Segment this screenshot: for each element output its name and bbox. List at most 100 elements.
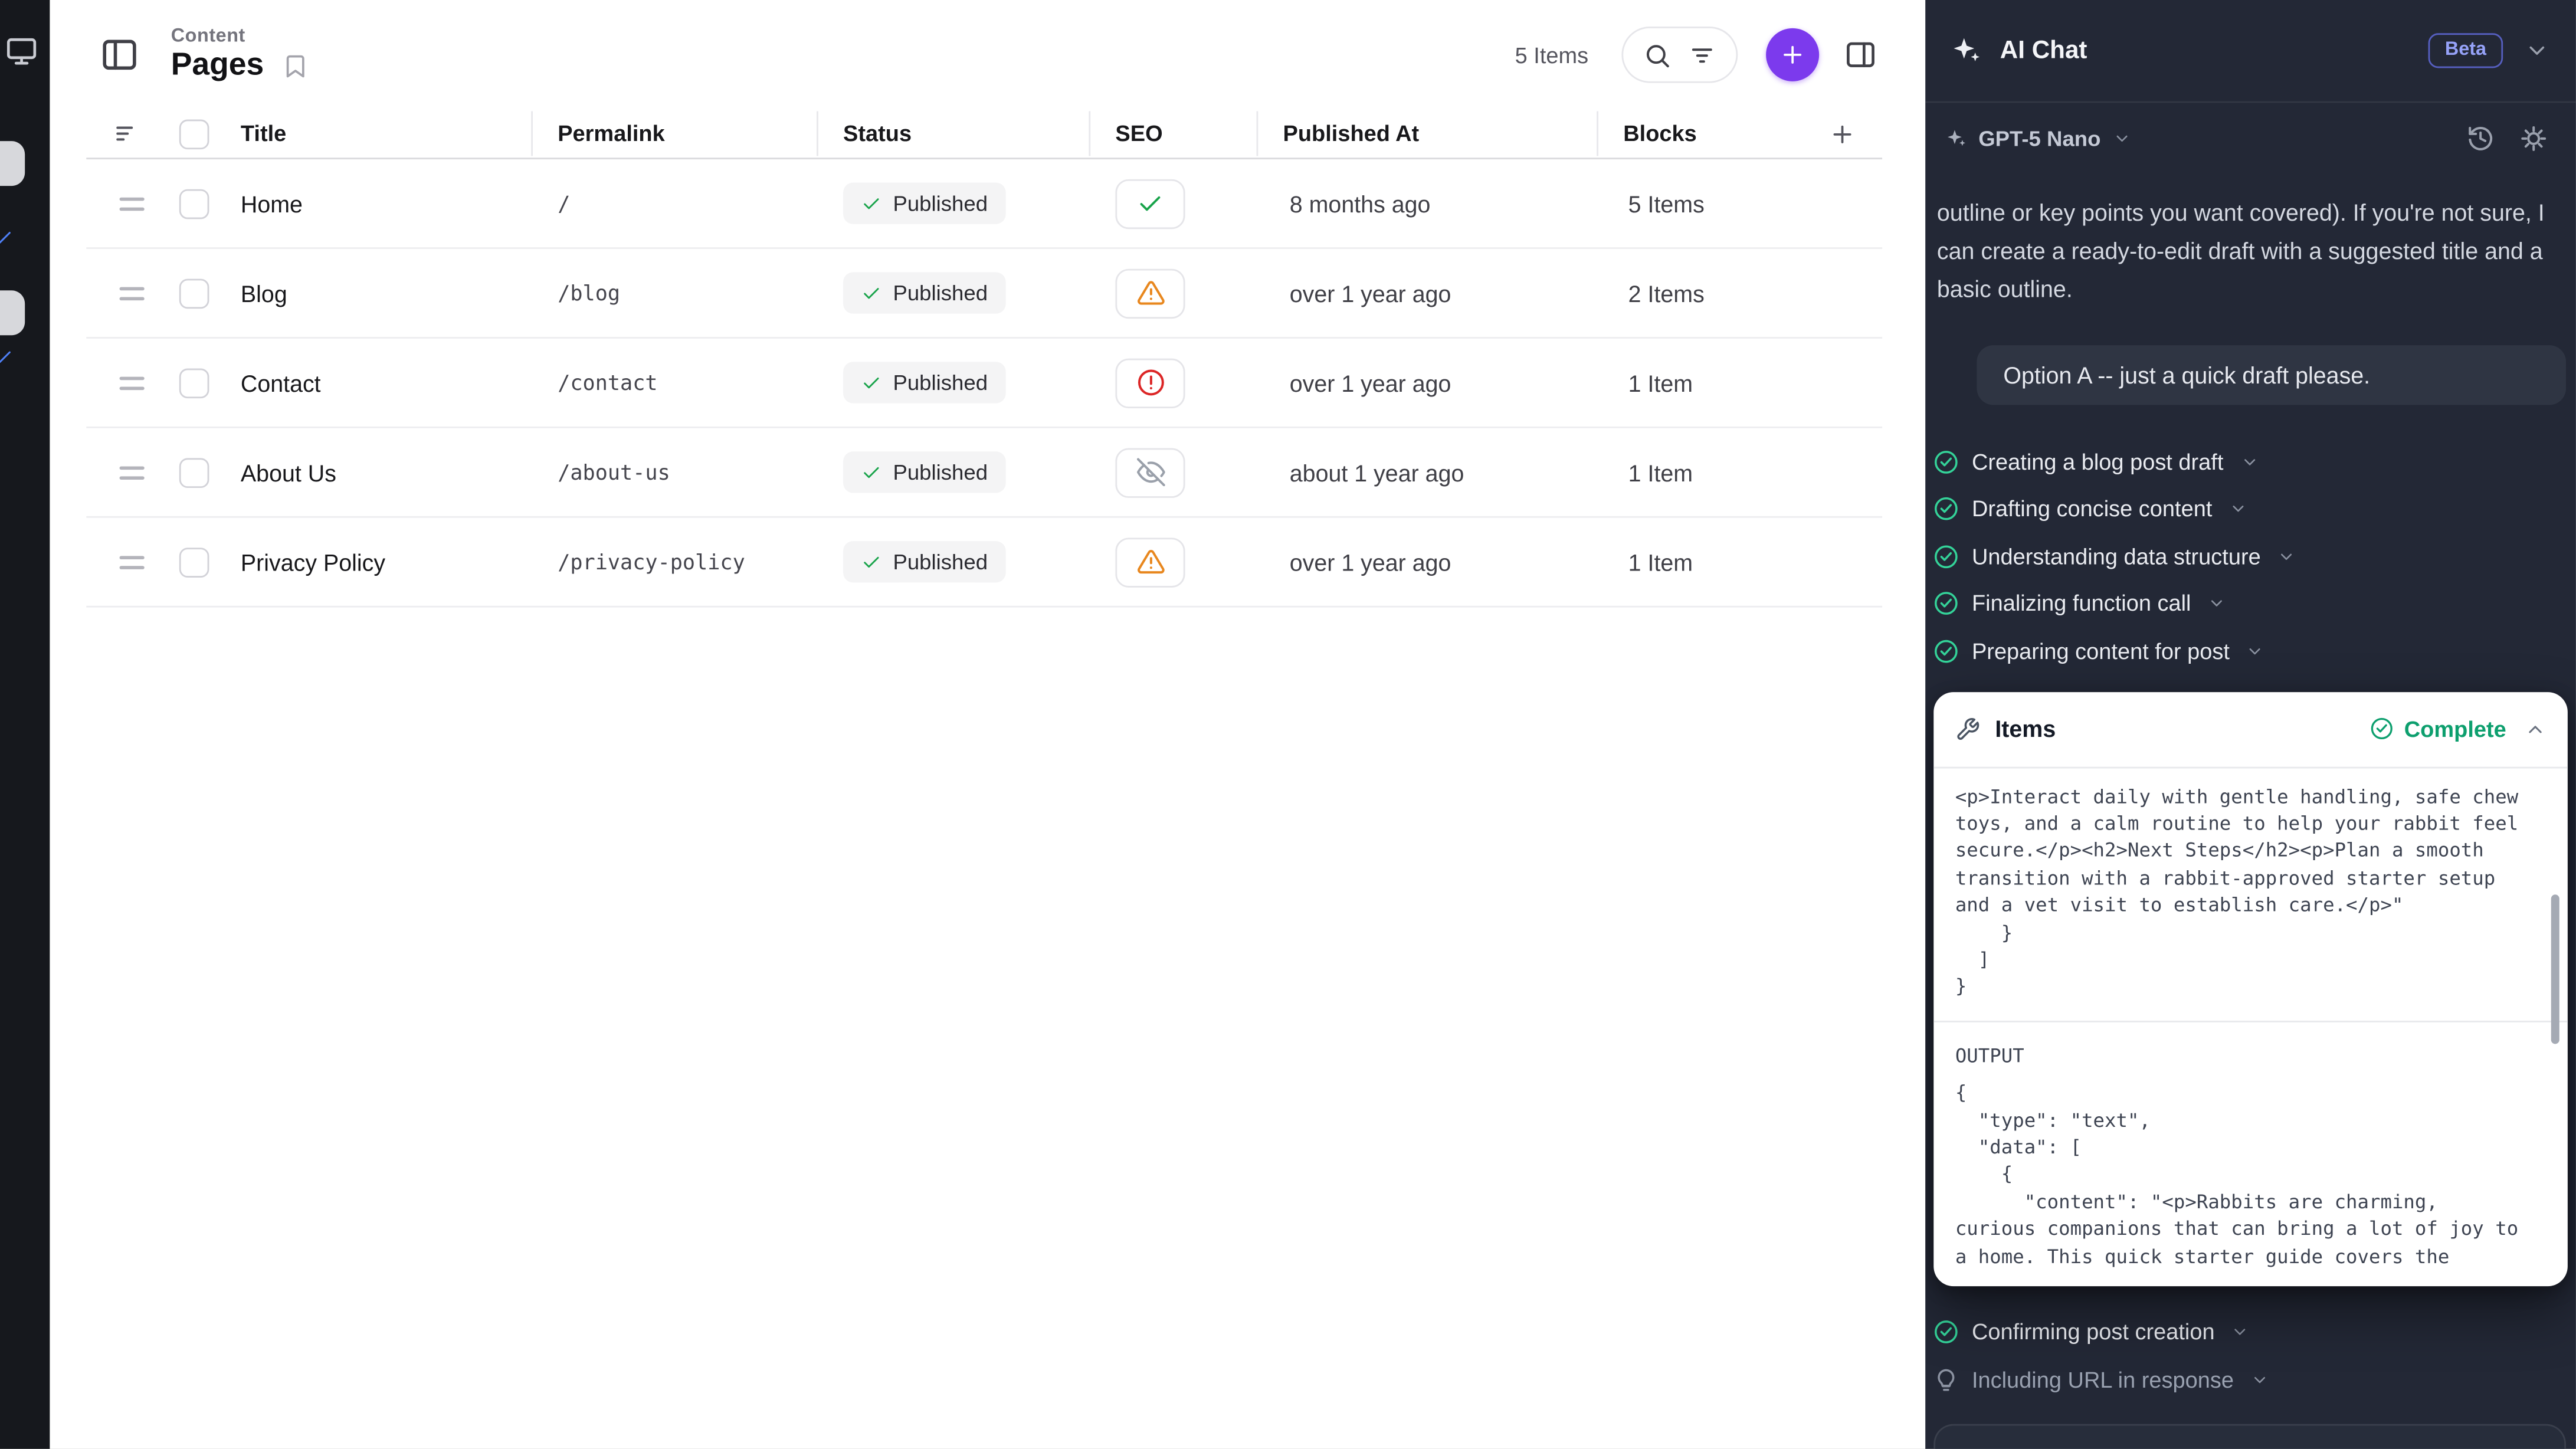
tool-output-code: { "type": "text", "data": [ { "content":… bbox=[1955, 1080, 2519, 1268]
items-count: 5 Items bbox=[1515, 42, 1589, 67]
tool-output-label: OUTPUT bbox=[1955, 1043, 2024, 1067]
sparkle-icon bbox=[1950, 35, 1981, 66]
row-checkbox[interactable] bbox=[179, 278, 209, 308]
nav-toggle-button[interactable] bbox=[96, 31, 143, 78]
row-checkbox[interactable] bbox=[179, 368, 209, 398]
rail-item[interactable] bbox=[0, 290, 25, 336]
filter-icon bbox=[1688, 41, 1716, 69]
history-icon[interactable] bbox=[2466, 124, 2495, 152]
chevron-up-icon[interactable] bbox=[2525, 718, 2546, 740]
step-label: Understanding data structure bbox=[1971, 543, 2261, 569]
blocks-cell: 2 Items bbox=[1628, 280, 1705, 307]
chevron-down-icon bbox=[2246, 642, 2264, 660]
scrollbar-thumb[interactable] bbox=[2551, 893, 2559, 1044]
model-selector[interactable]: GPT-5 Nano bbox=[1945, 125, 2131, 150]
beta-badge: Beta bbox=[2428, 33, 2503, 68]
settings-gear-icon[interactable] bbox=[2519, 124, 2548, 152]
published-at-cell: 8 months ago bbox=[1289, 190, 1431, 217]
check-circle-icon bbox=[1933, 544, 1958, 569]
chevron-down-icon bbox=[2208, 595, 2226, 613]
agent-step[interactable]: Understanding data structure bbox=[1933, 533, 2566, 580]
chevron-down-icon[interactable] bbox=[2525, 38, 2549, 63]
rail-item[interactable] bbox=[0, 141, 25, 186]
model-bar: GPT-5 Nano bbox=[1925, 103, 2576, 172]
check-circle-icon bbox=[1933, 497, 1958, 522]
sort-icon[interactable] bbox=[86, 110, 159, 158]
row-checkbox[interactable] bbox=[179, 546, 209, 577]
column-header-title[interactable]: Title bbox=[240, 121, 287, 146]
table-row[interactable]: Blog /blog Published over 1 year ago 2 I… bbox=[86, 249, 1883, 339]
check-circle-icon bbox=[1933, 638, 1958, 663]
page-title-cell[interactable]: Privacy Policy bbox=[240, 548, 386, 575]
tool-input-code: <p>Interact daily with gentle handling, … bbox=[1955, 784, 2519, 998]
page-title: Pages bbox=[171, 47, 264, 83]
step-label: Creating a blog post draft bbox=[1971, 449, 2224, 474]
select-all-checkbox[interactable] bbox=[179, 119, 209, 149]
column-header-published-at[interactable]: Published At bbox=[1256, 110, 1597, 158]
seo-error-icon bbox=[1115, 358, 1185, 408]
status-badge: Published bbox=[843, 182, 1007, 224]
agent-step[interactable]: Finalizing function call bbox=[1933, 580, 2566, 627]
agent-step[interactable]: Preparing content for post bbox=[1933, 627, 2566, 674]
agent-step[interactable]: Creating a blog post draft bbox=[1933, 438, 2566, 486]
pages-collection-view: Content Pages 5 Items Title bbox=[50, 0, 1926, 1449]
row-checkbox[interactable] bbox=[179, 188, 209, 218]
check-icon bbox=[861, 373, 881, 393]
column-header-blocks[interactable]: Blocks bbox=[1597, 110, 1802, 158]
permalink-cell: /blog bbox=[558, 280, 621, 306]
published-at-cell: over 1 year ago bbox=[1289, 369, 1451, 396]
blocks-cell: 1 Item bbox=[1628, 548, 1693, 575]
drag-handle[interactable] bbox=[119, 555, 145, 569]
drag-handle[interactable] bbox=[119, 196, 145, 210]
panel-right-icon bbox=[1844, 38, 1877, 71]
tool-card-header[interactable]: Items Complete bbox=[1933, 691, 2568, 768]
drag-handle[interactable] bbox=[119, 376, 145, 389]
seo-warning-icon bbox=[1115, 268, 1185, 318]
chat-scroll-area[interactable]: outline or key points you want covered).… bbox=[1925, 173, 2576, 1449]
ai-chat-header: AI Chat Beta bbox=[1925, 0, 2576, 103]
seo-hidden-icon bbox=[1115, 447, 1185, 497]
table-row[interactable]: About Us /about-us Published about 1 yea… bbox=[86, 428, 1883, 518]
permalink-cell: / bbox=[558, 191, 571, 216]
column-header-status[interactable]: Status bbox=[817, 110, 1089, 158]
add-column-button[interactable] bbox=[1802, 110, 1882, 158]
drag-handle[interactable] bbox=[119, 465, 145, 479]
row-checkbox[interactable] bbox=[179, 457, 209, 487]
agent-step[interactable]: Confirming post creation bbox=[1933, 1309, 2566, 1356]
agent-steps: Creating a blog post draft Drafting conc… bbox=[1933, 438, 2566, 675]
table-row[interactable]: Contact /contact Published over 1 year a… bbox=[86, 339, 1883, 428]
wrench-icon bbox=[1955, 716, 1980, 741]
column-header-permalink[interactable]: Permalink bbox=[531, 110, 817, 158]
check-icon bbox=[861, 194, 881, 214]
agent-step[interactable]: Including URL in response bbox=[1933, 1356, 2566, 1403]
drag-handle[interactable] bbox=[119, 286, 145, 300]
search-button[interactable] bbox=[1643, 41, 1672, 69]
tool-call-card: Items Complete <p>Interact daily with ge… bbox=[1933, 691, 2568, 1286]
permalink-cell: /privacy-policy bbox=[558, 549, 745, 575]
column-header-seo[interactable]: SEO bbox=[1089, 110, 1256, 158]
bookmark-icon[interactable] bbox=[282, 53, 309, 79]
step-label: Including URL in response bbox=[1971, 1367, 2234, 1392]
collection-header: Content Pages 5 Items bbox=[50, 0, 1925, 110]
page-title-cell[interactable]: Blog bbox=[240, 280, 287, 307]
page-title-cell[interactable]: Contact bbox=[240, 369, 321, 396]
page-title-cell[interactable]: Home bbox=[240, 190, 303, 217]
chevron-down-icon bbox=[2112, 129, 2131, 147]
tool-status-complete: Complete bbox=[2371, 716, 2506, 741]
add-page-button[interactable] bbox=[1766, 28, 1820, 81]
step-label: Drafting concise content bbox=[1971, 496, 2213, 522]
seo-pass-icon bbox=[1115, 178, 1185, 228]
left-rail bbox=[0, 0, 50, 1449]
table-row[interactable]: Home / Published 8 months ago 5 Items bbox=[86, 159, 1883, 249]
table-row[interactable]: Privacy Policy /privacy-policy Published… bbox=[86, 518, 1883, 608]
check-circle-icon bbox=[1933, 450, 1958, 474]
chevron-down-icon bbox=[2277, 548, 2296, 566]
agent-step[interactable]: Drafting concise content bbox=[1933, 486, 2566, 533]
sparkle-icon bbox=[1945, 127, 1967, 149]
chat-input[interactable] bbox=[1933, 1423, 2567, 1449]
step-label: Finalizing function call bbox=[1971, 591, 2191, 617]
page-title-cell[interactable]: About Us bbox=[240, 458, 336, 486]
check-icon bbox=[0, 227, 14, 249]
right-panel-toggle-button[interactable] bbox=[1844, 38, 1877, 71]
filter-button[interactable] bbox=[1688, 41, 1716, 69]
